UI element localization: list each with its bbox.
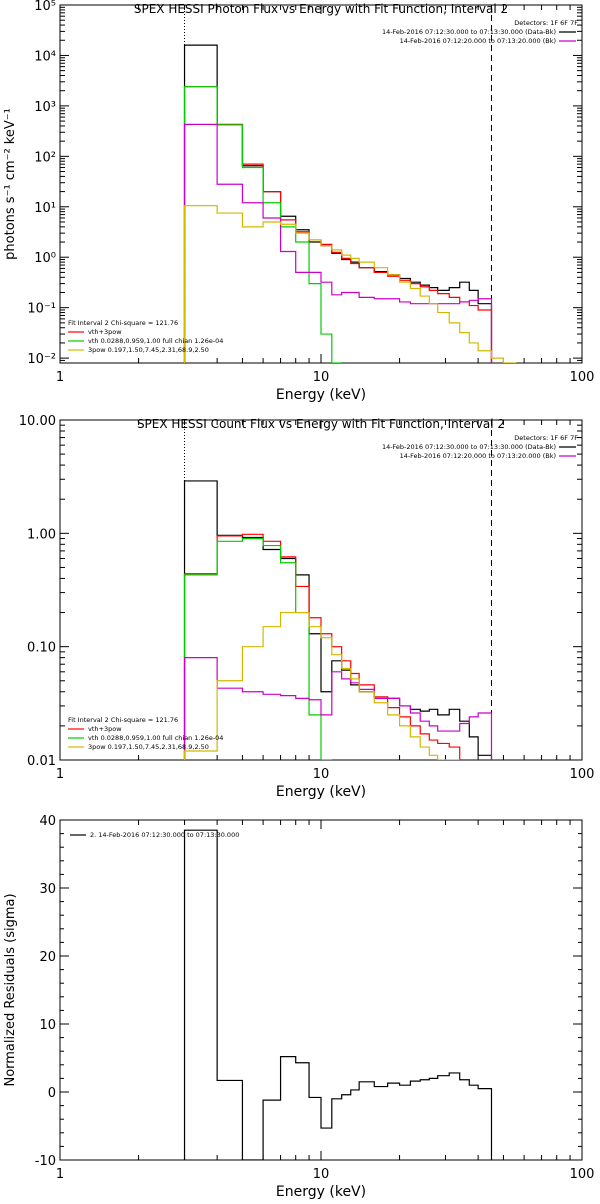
- y-tick-label: 10²: [34, 150, 56, 165]
- series-group: [183, 480, 493, 760]
- y-tick-label: 10⁵: [34, 0, 56, 14]
- x-tick-label: 100: [570, 767, 595, 782]
- series-line-5: [183, 205, 517, 363]
- y-axis-label: photons s⁻¹ cm⁻² keV⁻¹: [3, 108, 18, 260]
- x-tick-label: 1: [56, 370, 64, 385]
- y-tick-label: 20: [39, 950, 56, 965]
- y-tick-label: 10⁻²: [27, 352, 56, 367]
- series-line-4: [183, 657, 493, 760]
- y-tick-label: -10: [35, 1154, 56, 1169]
- y-tick-label: 1.00: [27, 527, 56, 542]
- y-tick-label: 0.01: [27, 754, 56, 769]
- series-line-5: [183, 611, 460, 760]
- y-tick-label: 30: [39, 882, 56, 897]
- legend-entry-label: vth 0.0288,0.959,1.00 full chian 1.26e-0…: [88, 337, 223, 345]
- y-tick-label: 10³: [34, 100, 56, 115]
- x-tick-label: 10: [313, 1167, 330, 1182]
- chart-panel-1: 1 10 100 10⁻² 10⁻¹ 10⁰ 10¹ 10² 10³ 10⁴ 10⁵ SPEX HES…: [3, 0, 594, 403]
- legend-entry-label: vth+3pow: [88, 725, 122, 733]
- legend-entry-label: 3pow 0.197,1.50,7.45,2.31,68.9,2.50: [88, 743, 209, 751]
- y-axis-label: Normalized Residuals (sigma): [3, 893, 18, 1086]
- chart-panel-3: 1 10 100 -10 0 10 20 30 40 Energy (keV) Normalized…: [3, 814, 594, 1200]
- series-line-2: [183, 533, 461, 760]
- y-tick-label: 0: [48, 1086, 56, 1101]
- y-tick-label: 10¹: [34, 201, 56, 216]
- x-tick-label: 1: [56, 1167, 64, 1182]
- legend-entry-label: 2. 14-Feb-2016 07:12:30.000 to 07:13:30.…: [90, 831, 239, 839]
- legend-entry-label: 14-Feb-2016 07:12:20.000 to 07:13:20.000…: [400, 37, 556, 45]
- legend-fit-header: Fit Interval 2 Chi-square = 121.76: [68, 716, 178, 724]
- legend-entry-label: 14-Feb-2016 07:12:20.000 to 07:13:20.000…: [400, 452, 556, 460]
- legend-detectors: Detectors: 1F 6F 7F: [514, 19, 578, 27]
- y-tick-label: 0.10: [27, 641, 56, 656]
- legend-entry-label: vth 0.0288,0.959,1.00 full chian 1.26e-0…: [88, 734, 223, 742]
- series-line-3: [183, 537, 332, 760]
- series-line-1: [183, 44, 493, 363]
- series-group: [183, 829, 493, 1160]
- series-line-1: [183, 480, 493, 760]
- series-line-2: [183, 86, 493, 363]
- legend-entry-label: vth+3pow: [88, 328, 122, 336]
- x-axis-label: Energy (keV): [276, 784, 366, 800]
- y-tick-label: 40: [39, 814, 56, 829]
- legend-entry-label: 14-Feb-2016 07:12:30.000 to 07:13:30.000…: [382, 443, 556, 451]
- chart-title: SPEX HESSI Count Flux vs Energy with Fit…: [137, 417, 505, 431]
- chart-panel-2: 1 10 100 0.01 0.10 1.00 10.00 SPEX HESSI Count …: [19, 414, 595, 800]
- x-axis-label: Energy (keV): [276, 1184, 366, 1200]
- legend-entry-label: 14-Feb-2016 07:12:30.000 to 07:13:30.000…: [382, 28, 556, 36]
- y-tick-label: 10: [39, 1018, 56, 1033]
- y-tick-label: 10⁰: [34, 251, 56, 266]
- x-tick-label: 10: [313, 370, 330, 385]
- series-line-4: [183, 123, 493, 363]
- x-axis-label: Energy (keV): [276, 387, 366, 403]
- x-tick-label: 100: [570, 370, 595, 385]
- series-line-1: [183, 829, 493, 1160]
- x-tick-label: 10: [313, 767, 330, 782]
- y-tick-label: 10⁻¹: [27, 302, 56, 317]
- y-tick-label: 10.00: [19, 414, 56, 429]
- series-group: [183, 44, 517, 363]
- y-tick-label: 10⁴: [34, 49, 56, 64]
- legend-fit-header: Fit Interval 2 Chi-square = 121.76: [68, 319, 178, 327]
- x-tick-label: 1: [56, 767, 64, 782]
- x-tick-label: 100: [570, 1167, 595, 1182]
- legend-entry-label: 3pow 0.197,1.50,7.45,2.31,68.9,2.50: [88, 346, 209, 354]
- legend-detectors: Detectors: 1F 6F 7F: [514, 434, 578, 442]
- chart-title: SPEX HESSI Photon Flux vs Energy with Fi…: [134, 2, 508, 16]
